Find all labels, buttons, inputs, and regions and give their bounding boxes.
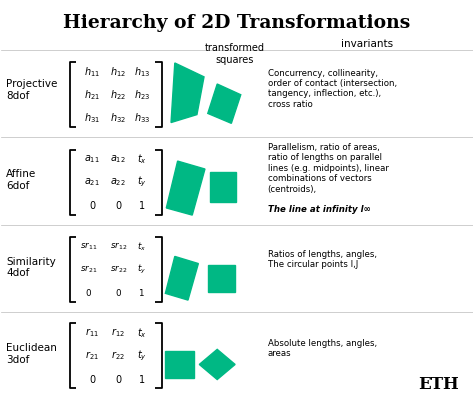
Polygon shape [166, 161, 205, 215]
Polygon shape [199, 349, 235, 380]
Text: $a_{11}$: $a_{11}$ [84, 153, 100, 165]
Polygon shape [165, 256, 198, 300]
Text: $0$: $0$ [89, 199, 96, 211]
Bar [208, 265, 235, 292]
Text: $0$: $0$ [115, 373, 122, 385]
Text: $sr_{12}$: $sr_{12}$ [109, 241, 127, 252]
Text: Parallelism, ratio of areas,
ratio of lengths on parallel
lines (e.g. midpoints): Parallelism, ratio of areas, ratio of le… [268, 143, 389, 194]
Text: $h_{12}$: $h_{12}$ [110, 65, 126, 78]
Text: $t_y$: $t_y$ [137, 348, 147, 363]
Text: Absolute lengths, angles,
areas: Absolute lengths, angles, areas [268, 339, 377, 358]
Text: $t_x$: $t_x$ [137, 326, 147, 340]
Text: $r_{12}$: $r_{12}$ [111, 326, 125, 339]
Text: $r_{11}$: $r_{11}$ [85, 326, 100, 339]
Text: Hierarchy of 2D Transformations: Hierarchy of 2D Transformations [64, 14, 410, 32]
Text: $a_{22}$: $a_{22}$ [110, 176, 126, 188]
Bar [210, 172, 236, 202]
Text: $t_x$: $t_x$ [137, 240, 146, 253]
Text: transformed
squares: transformed squares [205, 43, 264, 65]
Text: $h_{31}$: $h_{31}$ [84, 111, 100, 125]
Text: invariants: invariants [340, 39, 392, 49]
Text: $h_{11}$: $h_{11}$ [84, 65, 100, 78]
Text: $0$: $0$ [115, 287, 122, 298]
Text: $sr_{22}$: $sr_{22}$ [109, 264, 127, 275]
Text: ETH: ETH [418, 376, 458, 393]
Text: $0$: $0$ [115, 199, 122, 211]
Polygon shape [208, 84, 241, 123]
Text: $t_y$: $t_y$ [137, 263, 146, 276]
Text: $r_{21}$: $r_{21}$ [85, 349, 100, 362]
Text: $r_{22}$: $r_{22}$ [111, 349, 125, 362]
Text: $h_{23}$: $h_{23}$ [134, 88, 150, 102]
Text: Affine
6dof: Affine 6dof [6, 169, 36, 191]
Text: $h_{21}$: $h_{21}$ [84, 88, 100, 102]
Text: Euclidean
3dof: Euclidean 3dof [6, 343, 57, 364]
Text: $sr_{11}$: $sr_{11}$ [80, 241, 97, 252]
Bar [165, 351, 194, 378]
Text: $t_y$: $t_y$ [137, 175, 147, 189]
Text: $0$: $0$ [89, 373, 96, 385]
Text: $1$: $1$ [138, 199, 146, 211]
Polygon shape [171, 63, 204, 122]
Text: The line at infinity l∞: The line at infinity l∞ [268, 205, 370, 214]
Text: Projective
8dof: Projective 8dof [6, 79, 57, 101]
Text: $h_{13}$: $h_{13}$ [134, 65, 150, 78]
Text: $h_{33}$: $h_{33}$ [134, 111, 150, 125]
Text: Ratios of lengths, angles,
The circular points I,J: Ratios of lengths, angles, The circular … [268, 250, 377, 269]
Text: $0$: $0$ [85, 287, 92, 298]
Text: $t_x$: $t_x$ [137, 152, 147, 166]
Text: $h_{22}$: $h_{22}$ [110, 88, 126, 102]
Text: Similarity
4dof: Similarity 4dof [6, 257, 56, 278]
Text: $sr_{21}$: $sr_{21}$ [80, 264, 97, 275]
Text: $1$: $1$ [138, 287, 145, 298]
Text: $a_{12}$: $a_{12}$ [110, 153, 126, 165]
Text: $1$: $1$ [138, 373, 146, 385]
Text: $a_{21}$: $a_{21}$ [84, 176, 100, 188]
Text: Concurrency, collinearity,
order of contact (intersection,
tangency, inflection,: Concurrency, collinearity, order of cont… [268, 69, 397, 109]
Text: $h_{32}$: $h_{32}$ [110, 111, 126, 125]
